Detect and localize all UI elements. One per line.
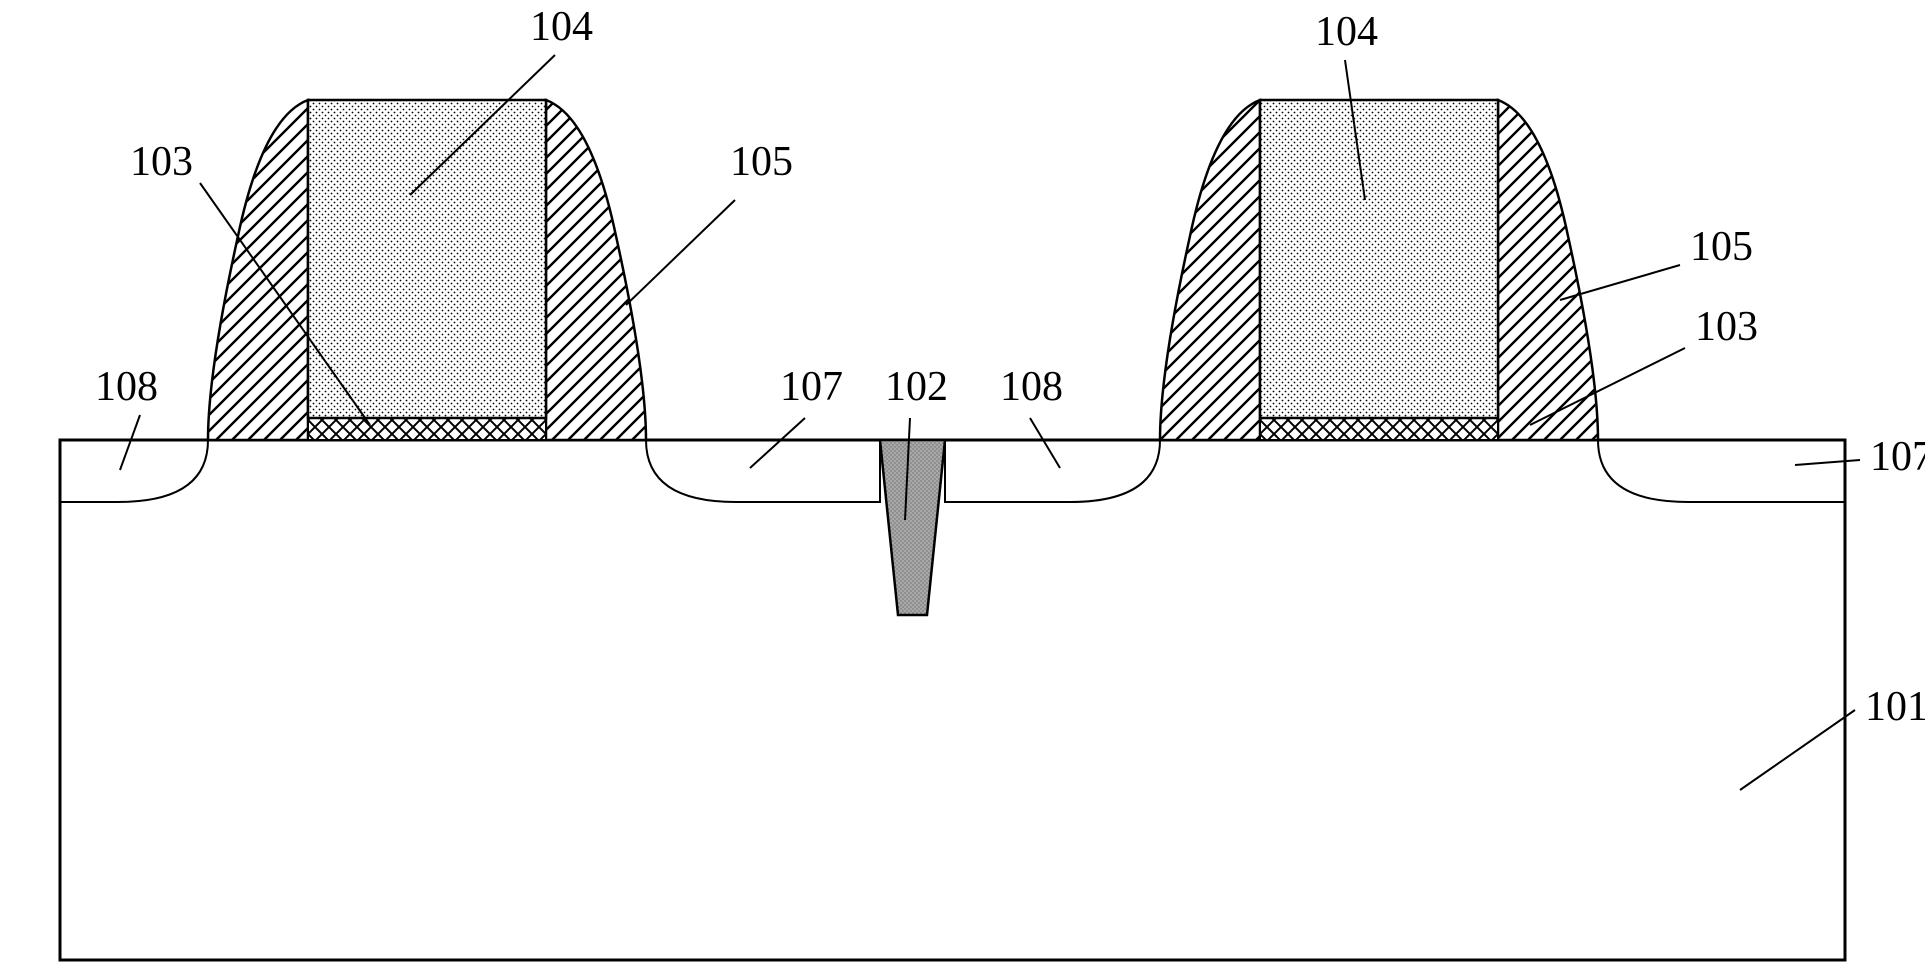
callout-label-108-3: 108 xyxy=(95,364,158,410)
callout-label-108-6: 108 xyxy=(1000,364,1063,410)
callout-label-103-9: 103 xyxy=(1695,304,1758,350)
spacer-105-left-0 xyxy=(208,100,308,440)
callout-label-105-2: 105 xyxy=(730,139,793,185)
callout-label-102-5: 102 xyxy=(885,364,948,410)
callout-label-104-7: 104 xyxy=(1315,9,1378,55)
substrate-101 xyxy=(60,440,1845,960)
sd-region-108-left xyxy=(60,440,208,502)
callout-label-104-0: 104 xyxy=(530,4,593,50)
spacer-105-right-1 xyxy=(1498,100,1598,440)
callout-leader-101-11 xyxy=(1740,710,1855,790)
sti-trench-102 xyxy=(880,440,945,615)
gate-104-0 xyxy=(308,100,546,418)
callout-label-101-11: 101 xyxy=(1865,684,1925,730)
sd-region-108-right xyxy=(945,440,1160,502)
callout-label-107-4: 107 xyxy=(780,364,843,410)
gate-104-1 xyxy=(1260,100,1498,418)
sd-region-107-left xyxy=(646,440,880,502)
callout-label-105-8: 105 xyxy=(1690,224,1753,270)
callout-label-107-10: 107 xyxy=(1870,434,1925,480)
spacer-105-left-1 xyxy=(1160,100,1260,440)
gate-oxide-103-0 xyxy=(308,418,546,440)
spacer-105-right-0 xyxy=(546,100,646,440)
callout-label-103-1: 103 xyxy=(130,139,193,185)
gate-oxide-103-1 xyxy=(1260,418,1498,440)
callout-leader-105-2 xyxy=(626,200,735,305)
sd-region-107-right xyxy=(1598,440,1845,502)
